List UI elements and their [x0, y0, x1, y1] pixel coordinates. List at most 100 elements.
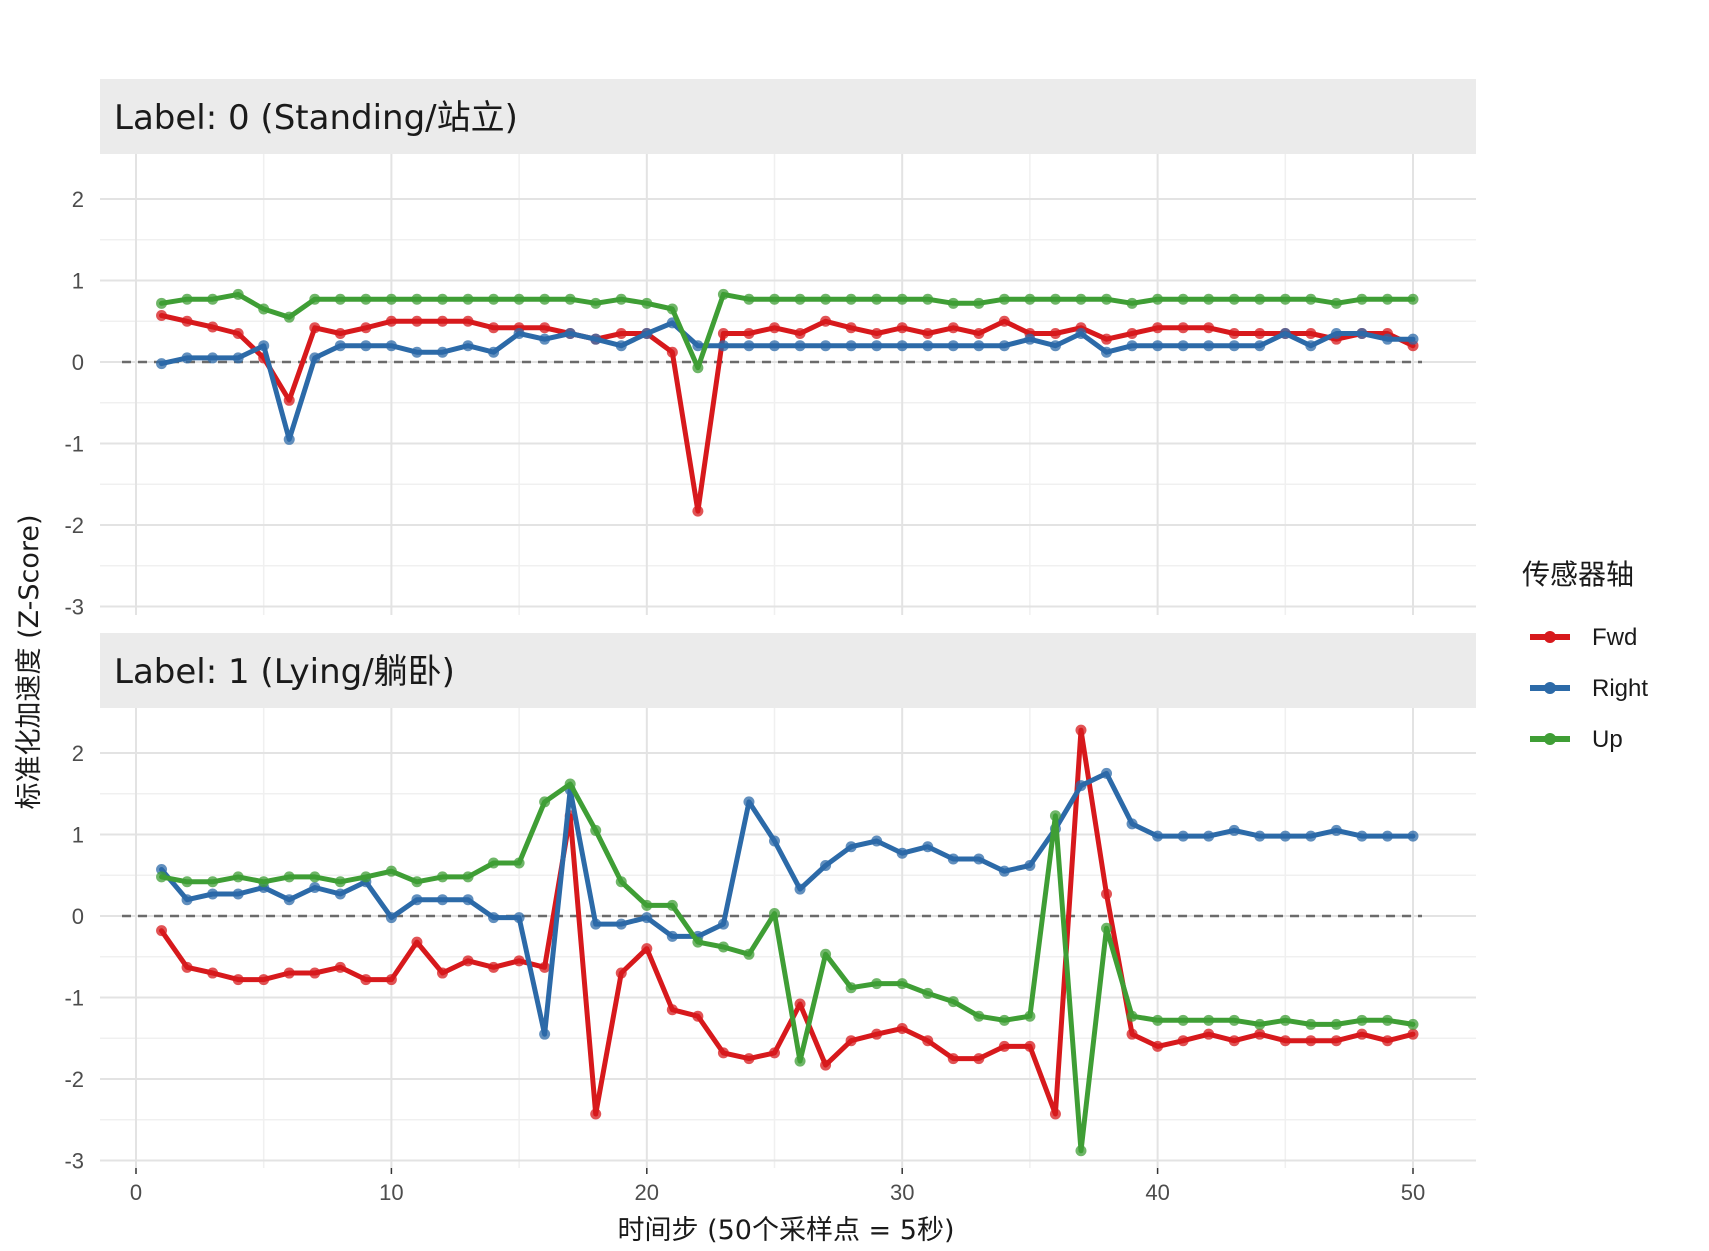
data-point-up: [1024, 293, 1036, 305]
data-point-fwd: [1203, 322, 1215, 334]
legend-entry-right: Right: [1530, 675, 1648, 702]
data-point-up: [1279, 1014, 1291, 1026]
data-point-right: [947, 340, 959, 352]
legend-label: Right: [1592, 675, 1648, 702]
data-point-fwd: [1101, 888, 1113, 900]
data-point-fwd: [666, 1004, 678, 1016]
x-tick-label: 50: [1401, 1180, 1425, 1205]
data-point-up: [1101, 922, 1113, 934]
data-point-right: [1228, 824, 1240, 836]
data-point-fwd: [1126, 327, 1138, 339]
data-point-up: [360, 871, 372, 883]
data-point-fwd: [998, 315, 1010, 327]
data-point-right: [539, 333, 551, 345]
data-point-fwd: [743, 1053, 755, 1065]
data-point-up: [360, 293, 372, 305]
data-point-right: [743, 340, 755, 352]
data-point-right: [488, 346, 500, 358]
data-point-up: [1279, 293, 1291, 305]
data-point-right: [743, 796, 755, 808]
data-point-fwd: [794, 327, 806, 339]
data-point-up: [334, 876, 346, 888]
x-tick-label: 0: [130, 1180, 142, 1205]
y-tick-label: -2: [64, 1067, 84, 1092]
data-point-up: [1254, 1018, 1266, 1030]
data-point-right: [513, 912, 525, 924]
data-point-up: [1126, 1010, 1138, 1022]
data-point-fwd: [845, 322, 857, 334]
data-point-fwd: [488, 322, 500, 334]
data-point-up: [1075, 1145, 1087, 1157]
data-point-right: [1203, 340, 1215, 352]
data-point-up: [666, 303, 678, 315]
data-point-up: [998, 1014, 1010, 1026]
data-point-up: [692, 362, 704, 374]
data-point-right: [1126, 340, 1138, 352]
data-point-right: [462, 894, 474, 906]
data-point-up: [922, 987, 934, 999]
y-tick-label: 0: [72, 904, 84, 929]
facet-strip: [100, 79, 1476, 154]
data-point-fwd: [488, 961, 500, 973]
data-point-right: [181, 352, 193, 364]
x-tick-label: 20: [635, 1180, 659, 1205]
data-point-right: [436, 894, 448, 906]
data-point-fwd: [717, 327, 729, 339]
data-point-right: [794, 340, 806, 352]
data-point-up: [1152, 1014, 1164, 1026]
data-point-right: [207, 352, 219, 364]
data-point-fwd: [896, 322, 908, 334]
legend: 传感器轴 Fwd Right Up: [1522, 558, 1648, 753]
data-point-right: [896, 847, 908, 859]
data-point-fwd: [1126, 1028, 1138, 1040]
data-point-right: [411, 894, 423, 906]
data-point-up: [462, 293, 474, 305]
y-tick-label: 1: [72, 823, 84, 848]
data-point-fwd: [998, 1040, 1010, 1052]
data-point-right: [207, 888, 219, 900]
y-axis-title: 标准化加速度 (Z-Score): [14, 514, 45, 809]
data-point-up: [539, 293, 551, 305]
data-point-fwd: [1305, 1035, 1317, 1047]
data-point-right: [692, 340, 704, 352]
data-point-right: [1305, 340, 1317, 352]
data-point-right: [232, 352, 244, 364]
legend-title: 传感器轴: [1522, 558, 1634, 591]
data-point-right: [1381, 830, 1393, 842]
data-point-fwd: [692, 1010, 704, 1022]
data-point-up: [1024, 1010, 1036, 1022]
data-point-up: [1356, 293, 1368, 305]
data-point-right: [1024, 859, 1036, 871]
data-point-right: [181, 894, 193, 906]
data-point-fwd: [385, 315, 397, 327]
data-point-up: [258, 876, 270, 888]
data-point-right: [385, 912, 397, 924]
data-point-fwd: [436, 315, 448, 327]
data-point-fwd: [462, 955, 474, 967]
data-point-up: [1381, 293, 1393, 305]
data-point-right: [717, 918, 729, 930]
data-point-up: [717, 288, 729, 300]
data-point-right: [1356, 327, 1368, 339]
data-point-fwd: [922, 1035, 934, 1047]
series-fwd: [156, 724, 1419, 1120]
data-point-up: [436, 871, 448, 883]
data-point-up: [666, 899, 678, 911]
data-point-up: [181, 293, 193, 305]
data-point-fwd: [973, 327, 985, 339]
data-point-fwd: [871, 1028, 883, 1040]
data-point-right: [973, 853, 985, 865]
data-point-right: [641, 327, 653, 339]
y-tick-label: 2: [72, 187, 84, 212]
legend-label: Fwd: [1592, 624, 1637, 651]
data-point-up: [871, 978, 883, 990]
data-point-right: [1101, 767, 1113, 779]
data-point-fwd: [666, 346, 678, 358]
y-tick-label: -1: [64, 432, 84, 457]
data-point-up: [1228, 1014, 1240, 1026]
data-point-fwd: [820, 1059, 832, 1071]
data-point-up: [1101, 293, 1113, 305]
data-point-fwd: [539, 322, 551, 334]
data-point-up: [1381, 1014, 1393, 1026]
data-point-up: [232, 288, 244, 300]
